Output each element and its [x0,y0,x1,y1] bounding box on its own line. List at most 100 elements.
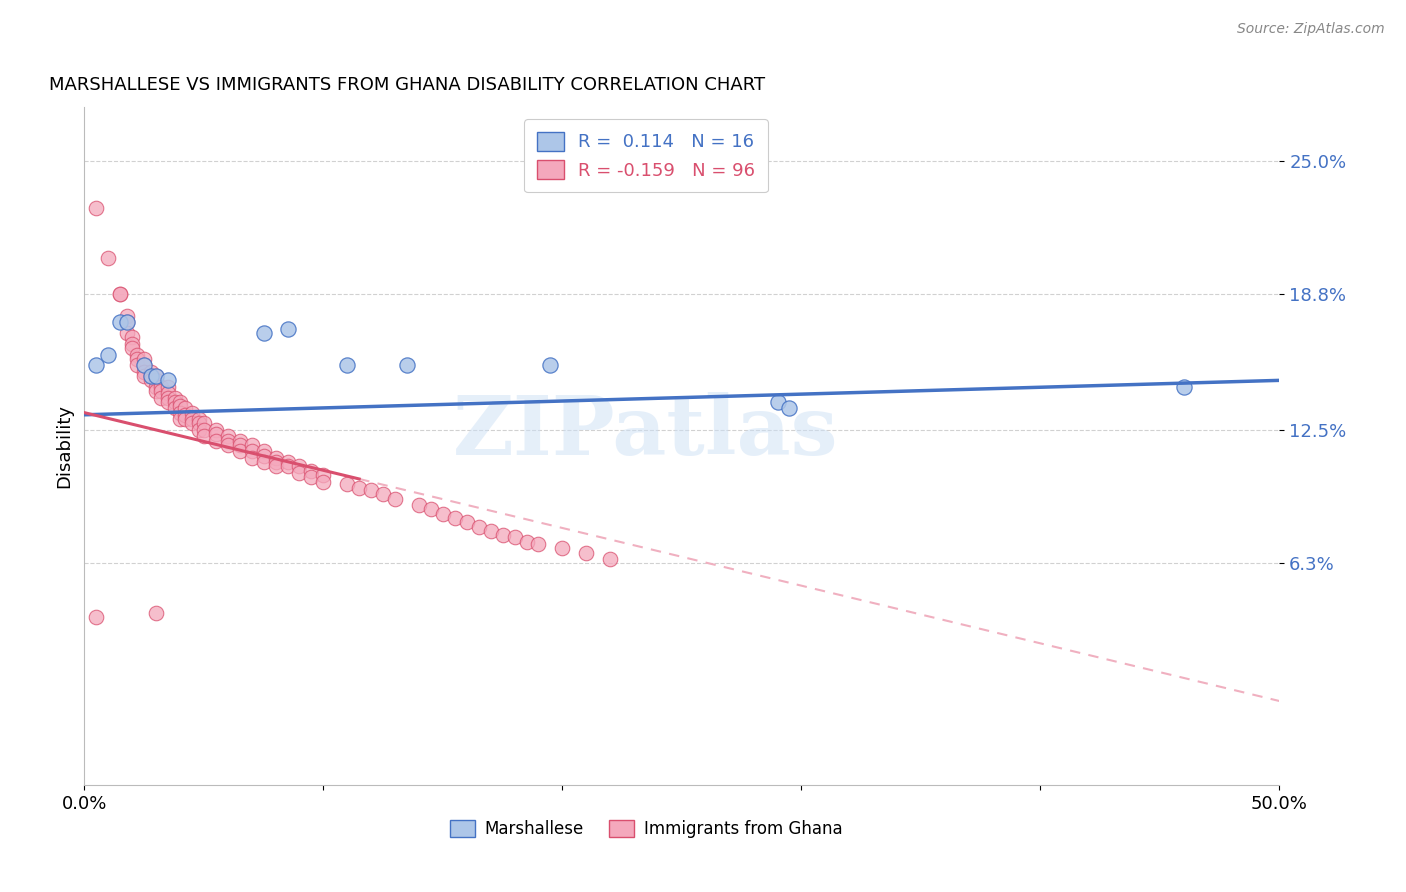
Point [779,401,801,416]
Point [253,455,276,469]
Point [336,359,359,373]
Point [468,519,491,533]
Point [766,395,789,409]
Point [205,423,228,437]
Point [193,429,215,443]
Point [121,330,143,344]
Point [301,470,323,484]
Point [264,450,287,465]
Point [169,399,191,413]
Point [373,487,395,501]
Point [117,309,139,323]
Point [141,369,163,384]
Point [312,468,335,483]
Point [193,417,215,431]
Point [97,251,120,265]
Point [492,528,515,542]
Point [169,406,191,420]
Point [125,359,148,373]
Y-axis label: Disability: Disability [55,404,73,488]
Point [277,455,299,469]
Point [264,459,287,474]
Point [420,502,443,516]
Text: Source: ZipAtlas.com: Source: ZipAtlas.com [1237,22,1385,37]
Point [117,326,139,340]
Point [396,359,419,373]
Point [145,384,167,398]
Point [253,449,276,463]
Point [188,417,211,431]
Point [444,511,467,525]
Point [253,444,276,458]
Point [157,380,180,394]
Point [217,438,239,452]
Point [125,351,148,366]
Point [264,455,287,469]
Point [1173,380,1195,394]
Point [132,365,156,379]
Point [288,466,311,480]
Point [132,359,156,373]
Point [181,417,204,431]
Point [205,427,228,442]
Point [121,341,143,355]
Point [132,369,156,384]
Point [277,322,299,336]
Point [141,369,163,384]
Point [173,401,195,416]
Point [125,347,148,361]
Point [301,464,323,478]
Point [165,391,187,405]
Point [132,359,156,373]
Point [527,537,550,551]
Text: ZIPatlas: ZIPatlas [453,392,839,473]
Point [132,351,156,366]
Point [217,434,239,448]
Point [145,369,167,384]
Point [181,406,204,420]
Point [110,315,132,329]
Point [205,434,228,448]
Point [173,408,195,422]
Point [86,359,108,373]
Point [253,326,276,340]
Point [149,384,172,398]
Point [169,395,191,409]
Point [240,438,263,452]
Text: MARSHALLESE VS IMMIGRANTS FROM GHANA DISABILITY CORRELATION CHART: MARSHALLESE VS IMMIGRANTS FROM GHANA DIS… [48,77,765,95]
Point [86,201,108,215]
Point [516,534,538,549]
Point [173,412,195,426]
Point [188,412,211,426]
Point [336,476,359,491]
Point [145,606,167,620]
Point [349,481,371,495]
Point [503,531,526,545]
Point [479,524,502,538]
Legend: Marshallese, Immigrants from Ghana: Marshallese, Immigrants from Ghana [443,813,849,845]
Point [599,552,621,566]
Point [360,483,382,497]
Point [157,391,180,405]
Point [117,315,139,329]
Point [312,475,335,489]
Point [229,444,252,458]
Point [456,516,478,530]
Point [121,336,143,351]
Point [145,380,167,394]
Point [229,438,252,452]
Point [540,359,562,373]
Point [432,507,454,521]
Point [551,541,574,556]
Point [145,373,167,387]
Point [165,401,187,416]
Point [288,459,311,474]
Point [408,498,430,512]
Point [97,347,120,361]
Point [217,429,239,443]
Point [229,434,252,448]
Point [384,491,406,506]
Point [575,545,598,559]
Point [240,444,263,458]
Point [141,373,163,387]
